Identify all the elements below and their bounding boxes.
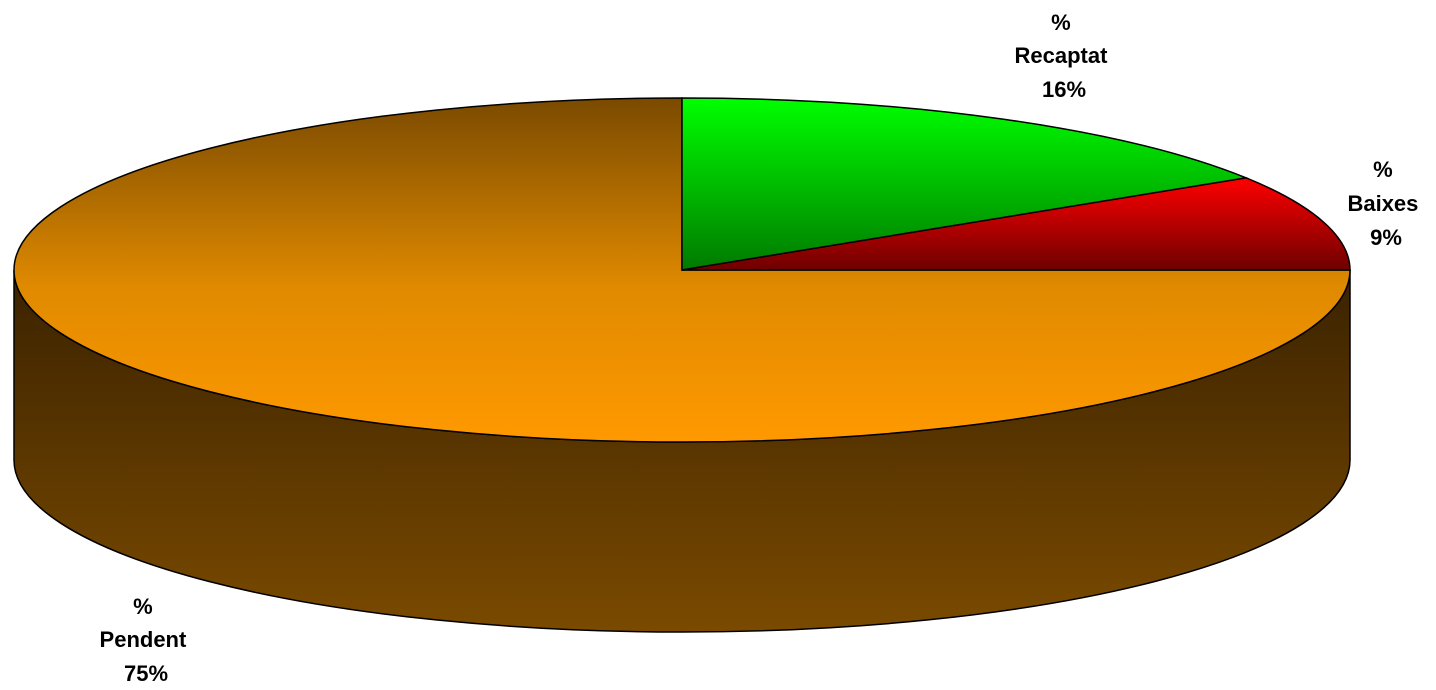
label-recaptat-pct: 16% (1042, 77, 1086, 102)
slice-recaptat (681, 97, 1249, 271)
label-pendent-line1: % (133, 594, 153, 619)
label-pendent: % Pendent 75% (100, 594, 193, 686)
label-baixes-pct: 9% (1370, 225, 1402, 250)
label-baixes-line2: Baixes (1347, 191, 1418, 216)
label-recaptat-line2: Recaptat (1014, 43, 1108, 68)
label-recaptat: % Recaptat 16% (1014, 10, 1113, 102)
slice-baixes (681, 177, 1351, 271)
label-pendent-line2: Pendent (100, 627, 187, 652)
label-pendent-pct: 75% (124, 661, 168, 686)
label-baixes: % Baixes 9% (1347, 157, 1424, 250)
label-baixes-line1: % (1373, 157, 1393, 182)
label-recaptat-line1: % (1051, 10, 1071, 35)
